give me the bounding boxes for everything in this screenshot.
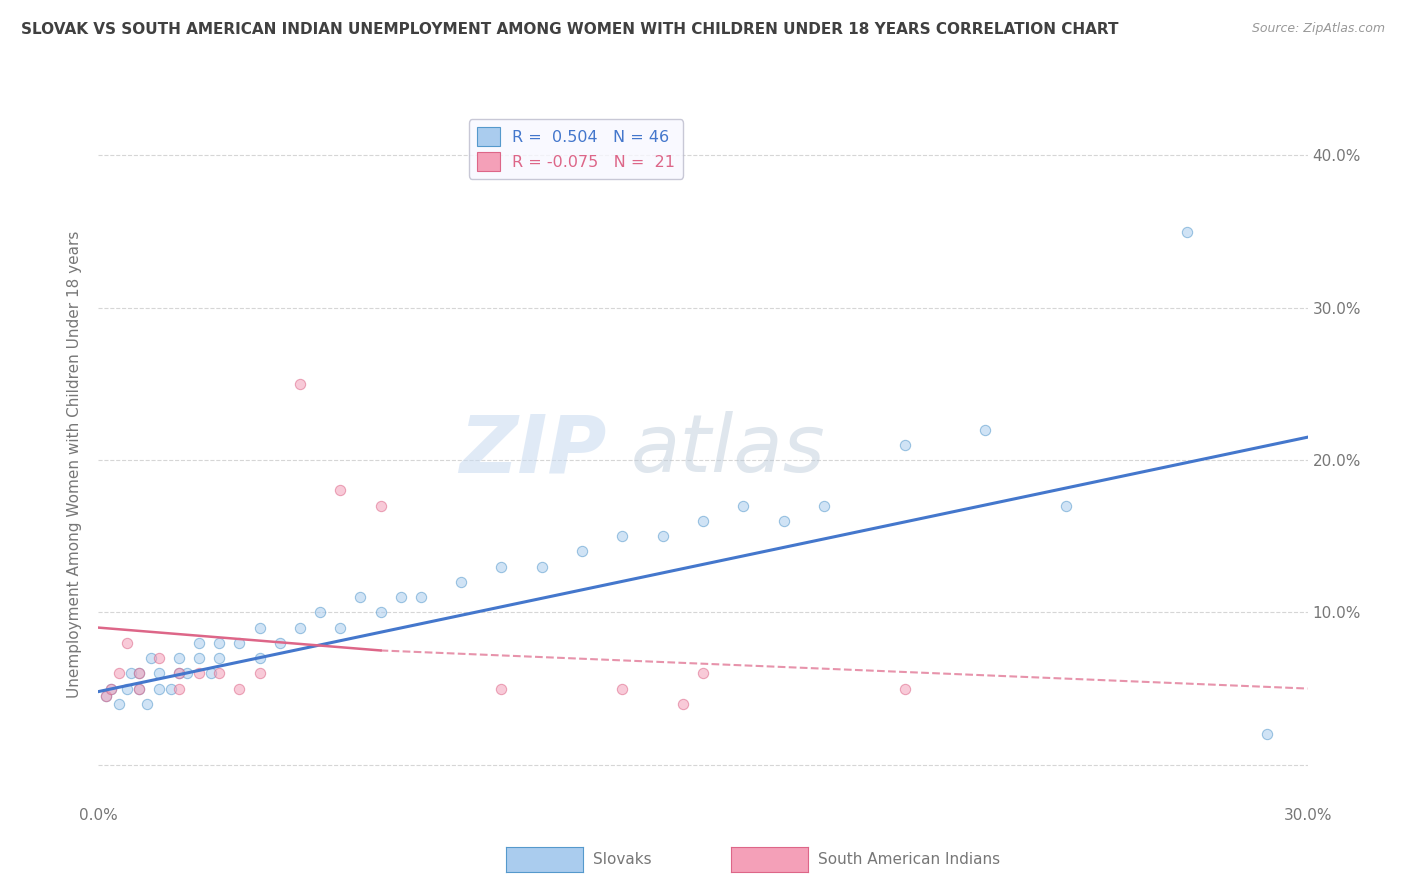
Point xyxy=(269,636,291,650)
Text: South American Indians: South American Indians xyxy=(818,853,1001,867)
Point xyxy=(450,574,472,589)
Y-axis label: Unemployment Among Women with Children Under 18 years: Unemployment Among Women with Children U… xyxy=(67,230,83,698)
Point xyxy=(115,681,138,696)
Point xyxy=(772,514,794,528)
Text: Slovaks: Slovaks xyxy=(593,853,652,867)
Point xyxy=(672,697,695,711)
Point xyxy=(288,621,311,635)
Point xyxy=(349,590,371,604)
Point xyxy=(188,666,211,681)
Point xyxy=(128,681,150,696)
Point xyxy=(288,376,311,391)
Point xyxy=(135,697,157,711)
Point xyxy=(309,606,332,620)
Point xyxy=(160,681,183,696)
Point xyxy=(530,559,553,574)
Point xyxy=(148,681,170,696)
Point xyxy=(208,636,231,650)
Point xyxy=(107,666,129,681)
Point xyxy=(176,666,198,681)
Point xyxy=(128,666,150,681)
Legend: R =  0.504   N = 46, R = -0.075   N =  21: R = 0.504 N = 46, R = -0.075 N = 21 xyxy=(470,120,683,178)
Point xyxy=(148,666,170,681)
Point xyxy=(692,514,714,528)
Point xyxy=(370,499,392,513)
Point xyxy=(1054,499,1077,513)
Point xyxy=(329,621,352,635)
Point xyxy=(612,681,634,696)
Point xyxy=(1175,225,1198,239)
Point xyxy=(107,697,129,711)
Point xyxy=(128,681,150,696)
Text: Source: ZipAtlas.com: Source: ZipAtlas.com xyxy=(1251,22,1385,36)
Point xyxy=(571,544,593,558)
Point xyxy=(249,651,271,665)
Point xyxy=(167,651,190,665)
Point xyxy=(208,666,231,681)
Point xyxy=(409,590,432,604)
Point xyxy=(491,559,513,574)
Point xyxy=(148,651,170,665)
Point xyxy=(100,681,122,696)
Point xyxy=(1256,727,1278,741)
Point xyxy=(188,636,211,650)
Point xyxy=(249,621,271,635)
Point xyxy=(167,666,190,681)
Point xyxy=(208,651,231,665)
Point xyxy=(612,529,634,543)
Point xyxy=(370,606,392,620)
Point xyxy=(128,666,150,681)
Point xyxy=(139,651,162,665)
Text: SLOVAK VS SOUTH AMERICAN INDIAN UNEMPLOYMENT AMONG WOMEN WITH CHILDREN UNDER 18 : SLOVAK VS SOUTH AMERICAN INDIAN UNEMPLOY… xyxy=(21,22,1119,37)
Text: atlas: atlas xyxy=(630,411,825,490)
Point xyxy=(96,689,118,703)
Point xyxy=(188,651,211,665)
Point xyxy=(120,666,142,681)
Point xyxy=(893,681,915,696)
Point xyxy=(329,483,352,498)
Point xyxy=(228,681,250,696)
Point xyxy=(200,666,222,681)
Point xyxy=(167,666,190,681)
Point xyxy=(389,590,412,604)
Point xyxy=(813,499,835,513)
Point xyxy=(974,423,997,437)
Text: ZIP: ZIP xyxy=(458,411,606,490)
Point xyxy=(651,529,673,543)
Point xyxy=(115,636,138,650)
Point xyxy=(692,666,714,681)
Point xyxy=(491,681,513,696)
Point xyxy=(228,636,250,650)
Point xyxy=(893,438,915,452)
Point xyxy=(100,681,122,696)
Point xyxy=(167,681,190,696)
Point xyxy=(96,689,118,703)
Point xyxy=(733,499,755,513)
Point xyxy=(249,666,271,681)
